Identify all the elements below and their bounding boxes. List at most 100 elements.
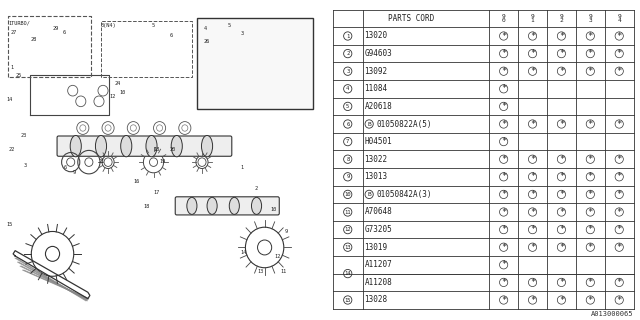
Text: 10: 10 bbox=[119, 90, 125, 95]
Text: *: * bbox=[588, 225, 593, 234]
Text: *: * bbox=[530, 67, 535, 76]
Text: ITURBO/: ITURBO/ bbox=[8, 20, 30, 26]
Text: *: * bbox=[616, 31, 622, 41]
Text: *: * bbox=[616, 155, 622, 164]
Text: *: * bbox=[559, 31, 564, 41]
Text: 13092: 13092 bbox=[364, 67, 387, 76]
Text: *: * bbox=[501, 172, 506, 181]
Ellipse shape bbox=[171, 135, 182, 157]
Text: *: * bbox=[559, 155, 564, 164]
Text: *: * bbox=[501, 260, 506, 269]
Text: *: * bbox=[559, 207, 564, 217]
Text: 6: 6 bbox=[63, 30, 66, 35]
Ellipse shape bbox=[207, 197, 217, 214]
Text: 12: 12 bbox=[109, 94, 115, 99]
Text: 3: 3 bbox=[346, 69, 349, 74]
Text: *: * bbox=[588, 172, 593, 181]
Text: *: * bbox=[530, 295, 535, 305]
Text: 13022: 13022 bbox=[364, 155, 387, 164]
FancyBboxPatch shape bbox=[57, 136, 232, 156]
Text: *: * bbox=[559, 278, 564, 287]
Text: 20: 20 bbox=[170, 148, 176, 152]
Text: 3: 3 bbox=[241, 31, 243, 36]
Text: *: * bbox=[616, 225, 622, 234]
Text: 13: 13 bbox=[344, 245, 351, 250]
Text: 14: 14 bbox=[6, 97, 12, 102]
Text: *: * bbox=[501, 49, 506, 58]
Text: *: * bbox=[501, 190, 506, 199]
Text: 4: 4 bbox=[204, 26, 207, 31]
Text: *: * bbox=[559, 67, 564, 76]
FancyBboxPatch shape bbox=[175, 197, 279, 215]
Text: 17: 17 bbox=[154, 190, 160, 195]
Text: *: * bbox=[501, 225, 506, 234]
Text: 8: 8 bbox=[346, 157, 349, 162]
Text: *: * bbox=[501, 207, 506, 217]
Text: 5: 5 bbox=[346, 104, 349, 109]
Text: 13020: 13020 bbox=[364, 31, 387, 41]
Text: *: * bbox=[559, 243, 564, 252]
Text: A70648: A70648 bbox=[364, 207, 392, 217]
Text: *: * bbox=[616, 190, 622, 199]
Text: 21: 21 bbox=[99, 159, 105, 164]
Text: 9: 9 bbox=[285, 228, 288, 234]
Text: 26: 26 bbox=[204, 39, 211, 44]
Text: *: * bbox=[616, 207, 622, 217]
Text: *: * bbox=[501, 84, 506, 93]
Text: *: * bbox=[616, 119, 622, 129]
Text: 11: 11 bbox=[281, 269, 287, 274]
Text: *: * bbox=[530, 190, 535, 199]
Text: A20618: A20618 bbox=[364, 102, 392, 111]
Text: *: * bbox=[530, 243, 535, 252]
Text: *: * bbox=[501, 243, 506, 252]
Text: B: B bbox=[367, 192, 371, 197]
Text: A013000065: A013000065 bbox=[591, 311, 634, 317]
Text: B: B bbox=[367, 122, 371, 126]
Text: *: * bbox=[501, 119, 506, 129]
Text: 6: 6 bbox=[63, 164, 67, 170]
Text: 6: 6 bbox=[170, 33, 173, 38]
Text: 1: 1 bbox=[10, 65, 13, 70]
Text: 2: 2 bbox=[255, 186, 258, 191]
Text: 25: 25 bbox=[15, 73, 21, 78]
Text: 10: 10 bbox=[271, 207, 277, 212]
Text: 10: 10 bbox=[344, 192, 351, 197]
Ellipse shape bbox=[95, 135, 106, 157]
Text: 9
4: 9 4 bbox=[618, 13, 621, 23]
Text: 19: 19 bbox=[159, 159, 166, 164]
Text: *: * bbox=[559, 295, 564, 305]
Text: G94603: G94603 bbox=[364, 49, 392, 58]
Text: *: * bbox=[588, 49, 593, 58]
Text: 14: 14 bbox=[241, 250, 246, 255]
Text: *: * bbox=[530, 119, 535, 129]
Text: *: * bbox=[559, 119, 564, 129]
Text: 9: 9 bbox=[73, 170, 76, 175]
Ellipse shape bbox=[202, 135, 212, 157]
Ellipse shape bbox=[70, 135, 81, 157]
Text: *: * bbox=[501, 295, 506, 305]
Text: *: * bbox=[559, 190, 564, 199]
Text: *: * bbox=[588, 67, 593, 76]
Text: *: * bbox=[530, 49, 535, 58]
Text: 13013: 13013 bbox=[364, 172, 387, 181]
Text: 15: 15 bbox=[344, 298, 351, 302]
Text: *: * bbox=[588, 278, 593, 287]
Text: 23: 23 bbox=[20, 132, 26, 138]
Text: *: * bbox=[559, 49, 564, 58]
Text: 1: 1 bbox=[346, 34, 349, 38]
Text: *: * bbox=[616, 278, 622, 287]
Text: 7: 7 bbox=[346, 139, 349, 144]
Text: A11208: A11208 bbox=[364, 278, 392, 287]
Text: *: * bbox=[530, 225, 535, 234]
Text: 13028: 13028 bbox=[364, 295, 387, 305]
Text: 12: 12 bbox=[275, 254, 281, 259]
Text: *: * bbox=[616, 67, 622, 76]
Text: 27: 27 bbox=[10, 30, 17, 35]
Text: 13: 13 bbox=[257, 269, 264, 274]
Text: 3(N4): 3(N4) bbox=[101, 23, 116, 28]
Text: 9
2: 9 2 bbox=[559, 13, 563, 23]
Ellipse shape bbox=[187, 197, 197, 214]
Text: *: * bbox=[588, 119, 593, 129]
Text: *: * bbox=[588, 155, 593, 164]
Text: *: * bbox=[530, 31, 535, 41]
